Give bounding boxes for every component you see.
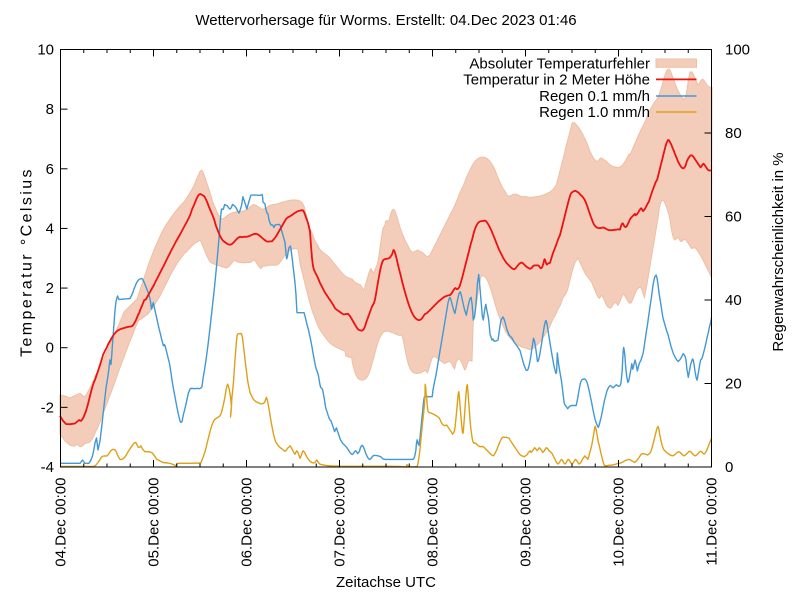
svg-text:-4: -4	[41, 459, 54, 476]
svg-text:Wettervorhersage für Worms. Er: Wettervorhersage für Worms. Erstellt: 04…	[195, 12, 576, 29]
svg-text:0: 0	[725, 459, 733, 476]
svg-text:Regenwahrscheinlichkeit in %: Regenwahrscheinlichkeit in %	[770, 152, 787, 351]
svg-text:10: 10	[37, 42, 54, 59]
svg-text:06.Dec 00:00: 06.Dec 00:00	[239, 478, 256, 567]
svg-text:Regen 0.1 mm/h: Regen 0.1 mm/h	[539, 88, 650, 105]
svg-text:05.Dec 00:00: 05.Dec 00:00	[146, 478, 163, 567]
svg-text:Temperatur in 2 Meter Höhe: Temperatur in 2 Meter Höhe	[463, 72, 650, 89]
svg-text:04.Dec 00:00: 04.Dec 00:00	[53, 478, 70, 567]
svg-text:-2: -2	[41, 399, 54, 416]
svg-text:10.Dec 00:00: 10.Dec 00:00	[611, 478, 628, 567]
svg-text:8: 8	[46, 101, 54, 118]
svg-text:20: 20	[725, 376, 742, 393]
svg-text:40: 40	[725, 292, 742, 309]
svg-text:Regen 1.0 mm/h: Regen 1.0 mm/h	[539, 104, 650, 121]
svg-text:60: 60	[725, 209, 742, 226]
svg-text:4: 4	[46, 220, 54, 237]
svg-text:11.Dec 00:00: 11.Dec 00:00	[704, 478, 721, 566]
svg-text:100: 100	[725, 42, 750, 59]
svg-text:0: 0	[46, 340, 54, 357]
svg-text:2: 2	[46, 280, 54, 297]
svg-text:Temperatur °Celsius: Temperatur °Celsius	[19, 167, 36, 357]
svg-text:80: 80	[725, 125, 742, 142]
svg-text:07.Dec 00:00: 07.Dec 00:00	[332, 478, 349, 567]
svg-text:09.Dec 00:00: 09.Dec 00:00	[518, 478, 535, 567]
svg-text:Absoluter Temperaturfehler: Absoluter Temperaturfehler	[469, 56, 650, 73]
svg-text:Zeitachse UTC: Zeitachse UTC	[336, 574, 436, 591]
svg-text:08.Dec 00:00: 08.Dec 00:00	[425, 478, 442, 567]
svg-text:6: 6	[46, 161, 54, 178]
